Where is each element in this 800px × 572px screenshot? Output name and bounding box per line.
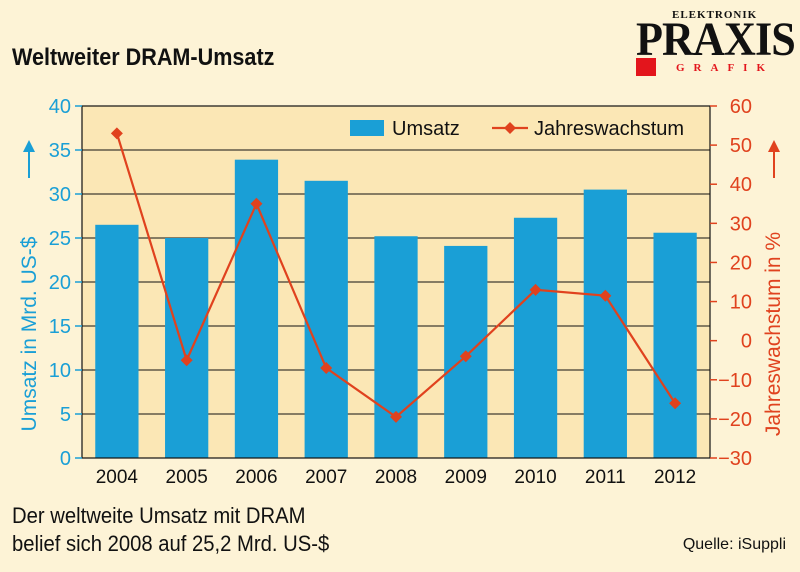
legend-marker-growth (504, 122, 516, 134)
right-tick-label: 0 (741, 331, 752, 353)
left-tick-label: 10 (49, 360, 71, 382)
right-tick-label: −30 (718, 448, 752, 470)
bar-2005 (165, 238, 209, 458)
right-tick-label: 50 (730, 135, 752, 157)
bar-2012 (653, 232, 697, 458)
left-tick-label: 40 (49, 96, 71, 118)
legend: Umsatz Jahreswachstum (350, 118, 684, 140)
growth-line (110, 127, 682, 423)
chart-title: Weltweiter DRAM-Umsatz (12, 44, 275, 71)
x-tick-label: 2007 (305, 467, 347, 488)
growth-point-2009 (459, 350, 472, 363)
right-tick-label: 10 (730, 292, 752, 314)
left-tick-label: 30 (49, 184, 71, 206)
left-tick-label: 15 (49, 316, 71, 338)
growth-point-2012 (669, 397, 682, 410)
logo-main-text: PRAXIS (636, 13, 796, 66)
x-tick-label: 2006 (235, 467, 277, 488)
source-note: Quelle: iSuppli (682, 536, 786, 553)
legend-label-growth: Jahreswachstum (534, 118, 684, 140)
axes: 0 5 10 15 20 25 30 35 40 −30 −20 −10 0 10 20 30 40 50 60 20… (18, 96, 785, 488)
right-tick-label: 30 (730, 213, 752, 235)
growth-point-2004 (110, 127, 123, 140)
logo-sub-text: GRAFIK (676, 62, 774, 74)
left-tick-label: 25 (49, 228, 71, 250)
bar-2010 (513, 217, 558, 458)
growth-point-2005 (180, 354, 193, 367)
left-tick-label: 0 (60, 448, 71, 470)
left-tick-label: 35 (49, 140, 71, 162)
left-axis-title: Umsatz in Mrd. US-$ (18, 236, 41, 431)
logo-top-text: ELEKTRONIK (672, 9, 758, 21)
x-tick-label: 2008 (375, 467, 417, 488)
x-tick-label: 2010 (514, 467, 556, 488)
right-tick-label: −20 (718, 409, 752, 431)
right-tick-label: 40 (730, 174, 752, 196)
growth-point-2011 (599, 289, 612, 302)
bar-2007 (304, 180, 348, 459)
growth-point-2010 (529, 283, 542, 296)
elektronik-praxis-logo: ELEKTRONIK PRAXIS GRAFIK (636, 8, 796, 82)
left-tick-label: 5 (60, 404, 71, 426)
growth-point-2008 (390, 410, 402, 423)
bar-2011 (583, 189, 627, 458)
growth-point-2007 (320, 362, 333, 375)
bar-2004 (95, 224, 139, 458)
bar-2008 (374, 236, 418, 458)
legend-label-umsatz: Umsatz (392, 118, 460, 140)
right-tick-label: 20 (730, 252, 752, 274)
legend-swatch-umsatz (350, 120, 384, 136)
x-tick-label: 2011 (585, 467, 626, 488)
right-tick-label: −10 (718, 370, 752, 392)
growth-point-2006 (250, 197, 263, 210)
caption-line-1: Der weltweite Umsatz mit DRAM (12, 503, 306, 528)
right-tick-label: 60 (730, 96, 752, 118)
left-tick-label: 20 (49, 272, 71, 294)
x-tick-label: 2004 (96, 467, 139, 488)
caption: Der weltweite Umsatz mit DRAM belief sic… (12, 502, 329, 558)
caption-line-2: belief sich 2008 auf 25,2 Mrd. US-$ (12, 531, 330, 556)
x-tick-label: 2012 (654, 467, 696, 488)
right-axis-title: Jahreswachstum in % (762, 232, 785, 436)
logo-red-square (636, 58, 656, 76)
x-tick-label: 2005 (166, 467, 208, 488)
x-tick-label: 2009 (445, 467, 487, 488)
